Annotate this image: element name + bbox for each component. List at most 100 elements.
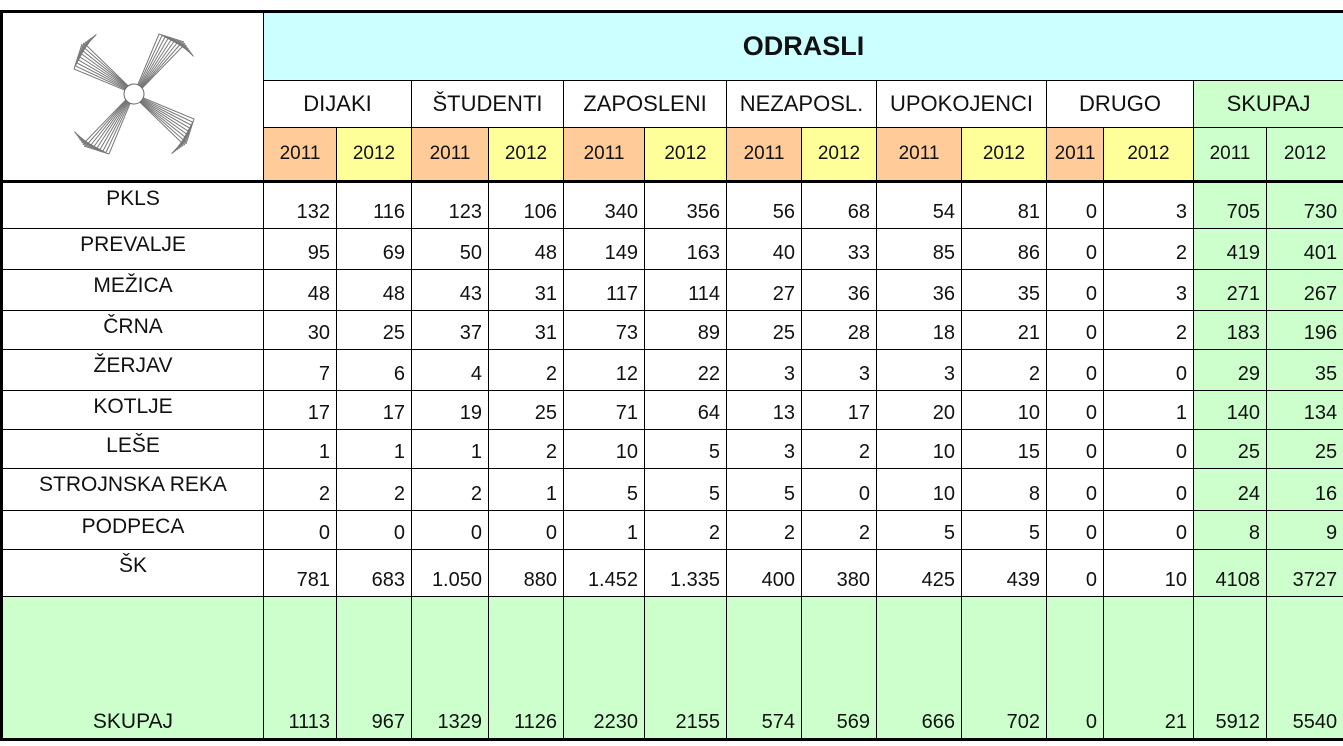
value-cell: 43 [411,269,489,311]
value-cell: 271 [1193,269,1267,311]
row-label: STROJNSKA REKA [1,468,264,511]
value-cell: 0 [1046,510,1104,550]
value-cell: 8 [1193,510,1267,550]
value-cell: 967 [336,596,412,740]
value-cell: 116 [336,180,412,229]
data-row: SKUPAJ 1113 967 1329 1126 2230 2155 574 569 666 70… [1,596,1343,740]
value-cell: 0 [1103,429,1194,469]
value-cell: 114 [644,269,727,311]
data-row: PODPECA 0 0 0 0 1 2 2 2 5 5 0 0 8 9 [1,510,1343,550]
group-header: ŠTUDENTI [411,80,564,128]
data-row: ČRNA 30 25 37 31 73 89 25 28 18 21 0 2 183 196 [1,310,1343,350]
value-cell: 68 [801,180,877,229]
value-cell: 64 [644,390,727,430]
row-label: PREVALJE [1,228,264,270]
value-cell: 401 [1265,228,1343,270]
value-cell: 0 [488,510,564,550]
group-header: SKUPAJ [1192,80,1343,128]
value-cell: 400 [726,549,802,597]
value-cell: 1.335 [644,549,727,597]
value-cell: 10 [876,429,962,469]
value-cell: 0 [1046,180,1104,229]
value-cell: 35 [961,269,1047,311]
value-cell: 27 [726,269,802,311]
value-cell: 0 [411,510,489,550]
value-cell: 2230 [563,596,645,740]
value-cell: 20 [876,390,962,430]
row-label: LEŠE [1,429,264,469]
value-cell: 781 [263,549,337,597]
value-cell: 134 [1265,390,1343,430]
value-cell: 73 [563,310,645,350]
value-cell: 3 [801,349,877,391]
year-header: 2011 [1046,127,1104,182]
value-cell: 1 [563,510,645,550]
year-header: 2011 [1193,127,1267,182]
value-cell: 69 [336,228,412,270]
value-cell: 56 [726,180,802,229]
value-cell: 18 [876,310,962,350]
value-cell: 29 [1193,349,1267,391]
value-cell: 5 [961,510,1047,550]
value-cell: 2 [488,349,564,391]
value-cell: 163 [644,228,727,270]
value-cell: 8 [961,468,1047,511]
value-cell: 21 [961,310,1047,350]
value-cell: 0 [1046,269,1104,311]
value-cell: 117 [563,269,645,311]
value-cell: 13 [726,390,802,430]
value-cell: 730 [1265,180,1343,229]
value-cell: 0 [1046,310,1104,350]
value-cell: 0 [1103,510,1194,550]
data-row: LEŠE 1 1 1 2 10 5 3 2 10 15 0 0 25 25 [1,429,1343,469]
value-cell: 1126 [488,596,564,740]
value-cell: 0 [1103,349,1194,391]
value-cell: 2 [1103,310,1194,350]
group-header: NEZAPOSL. [726,80,877,128]
value-cell: 5 [876,510,962,550]
value-cell: 5 [563,468,645,511]
value-cell: 1.452 [563,549,645,597]
value-cell: 0 [1046,228,1104,270]
value-cell: 0 [1046,429,1104,469]
value-cell: 25 [336,310,412,350]
year-header: 2012 [488,127,564,182]
value-cell: 17 [336,390,412,430]
value-cell: 0 [1103,468,1194,511]
year-header: 2012 [961,127,1047,182]
row-label: KOTLJE [1,390,264,430]
data-row: KOTLJE 17 17 19 25 71 64 13 17 20 10 0 1 140 134 [1,390,1343,430]
value-cell: 12 [563,349,645,391]
row-label: ČRNA [1,310,264,350]
value-cell: 10 [563,429,645,469]
group-header: DIJAKI [263,80,412,128]
value-cell: 25 [1193,429,1267,469]
value-cell: 705 [1193,180,1267,229]
value-cell: 2 [336,468,412,511]
value-cell: 9 [1265,510,1343,550]
data-row: ŠK 781 683 1.050 880 1.452 1.335 400 380 425 439 0 1… [1,549,1343,597]
value-cell: 5 [644,429,727,469]
value-cell: 2155 [644,596,727,740]
value-cell: 25 [488,390,564,430]
logo [73,32,195,155]
year-header: 2012 [1265,127,1343,182]
value-cell: 3 [726,349,802,391]
year-header: 2011 [726,127,802,182]
value-cell: 106 [488,180,564,229]
value-cell: 425 [876,549,962,597]
value-cell: 340 [563,180,645,229]
value-cell: 71 [563,390,645,430]
value-cell: 7 [263,349,337,391]
value-cell: 15 [961,429,1047,469]
value-cell: 19 [411,390,489,430]
value-cell: 1 [263,429,337,469]
value-cell: 33 [801,228,877,270]
value-cell: 0 [336,510,412,550]
value-cell: 1 [1103,390,1194,430]
value-cell: 2 [411,468,489,511]
value-cell: 48 [488,228,564,270]
value-cell: 1 [411,429,489,469]
value-cell: 54 [876,180,962,229]
group-header: DRUGO [1046,80,1194,128]
